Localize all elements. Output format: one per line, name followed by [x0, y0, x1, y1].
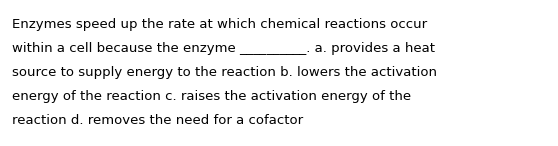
Text: energy of the reaction c. raises the activation energy of the: energy of the reaction c. raises the act… [12, 90, 411, 103]
Text: source to supply energy to the reaction b. lowers the activation: source to supply energy to the reaction … [12, 66, 437, 79]
Text: reaction d. removes the need for a cofactor: reaction d. removes the need for a cofac… [12, 114, 303, 127]
Text: Enzymes speed up the rate at which chemical reactions occur: Enzymes speed up the rate at which chemi… [12, 18, 427, 31]
Text: within a cell because the enzyme __________. a. provides a heat: within a cell because the enzyme _______… [12, 42, 435, 55]
